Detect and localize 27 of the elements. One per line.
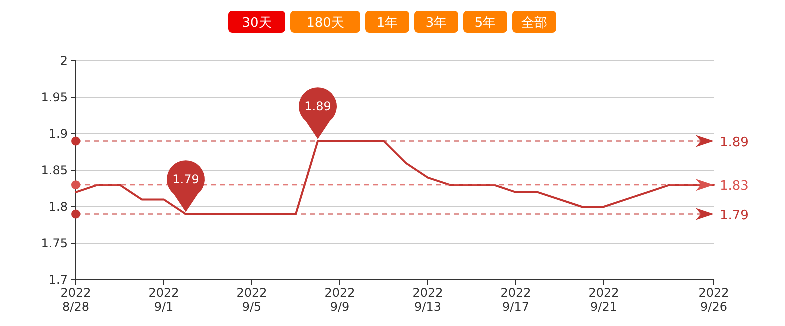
y-tick-label: 1.95 — [41, 90, 68, 104]
text: 180天 — [306, 16, 344, 31]
text: 3年 — [426, 16, 448, 31]
y-tick-label: 1.9 — [48, 127, 68, 141]
text: 全部 — [522, 16, 548, 31]
text: 30天 — [242, 16, 272, 31]
y-tick-label: 1.8 — [48, 200, 68, 214]
annotation: 1.89 — [304, 99, 332, 114]
x-tick-label: 2022 9/1 — [148, 286, 180, 314]
ref-line-label: 1.89 — [720, 135, 749, 150]
y-tick-label: 1.85 — [41, 164, 68, 178]
x-tick-label: 2022 9/9 — [324, 286, 356, 314]
y-tick-label: 1.7 — [48, 273, 68, 287]
text: 1年 — [376, 16, 398, 31]
annotation: 1.79 — [172, 172, 200, 186]
y-tick-label: 2 — [60, 54, 68, 68]
x-tick-label: 2022 9/13 — [412, 286, 444, 314]
x-tick-label: 2022 9/5 — [236, 286, 268, 314]
x-tick-label: 2022 9/21 — [588, 286, 620, 314]
x-tick-label: 2022 9/26 — [698, 286, 730, 314]
x-tick-label: 2022 8/28 — [60, 286, 92, 314]
ref-line-label: 1.79 — [720, 208, 749, 224]
text: 5年 — [474, 16, 496, 31]
ref-line-label: 1.83 — [720, 179, 749, 194]
x-tick-label: 2022 9/17 — [500, 286, 532, 314]
y-tick-label: 1.75 — [41, 236, 68, 250]
line-series — [75, 140, 715, 216]
